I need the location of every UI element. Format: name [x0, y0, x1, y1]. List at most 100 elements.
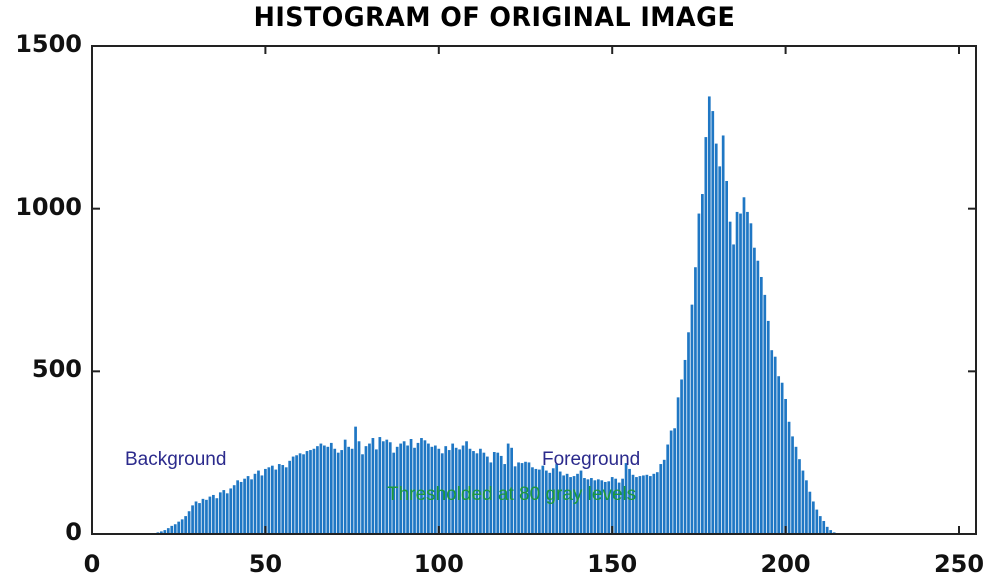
- histogram-bar: [649, 476, 652, 534]
- histogram-bar: [624, 463, 628, 534]
- histogram-bar: [222, 490, 226, 534]
- histogram-bar: [673, 428, 676, 534]
- histogram-bar: [361, 454, 364, 534]
- histogram-bar: [343, 439, 347, 534]
- histogram-bar: [510, 447, 513, 534]
- histogram-bar: [267, 467, 271, 534]
- histogram-bar: [805, 480, 808, 534]
- histogram-bar: [596, 479, 600, 534]
- histogram-bar: [288, 460, 292, 534]
- histogram-bar: [628, 468, 631, 534]
- histogram-bar: [756, 260, 760, 534]
- histogram-bar: [316, 446, 319, 534]
- histogram-bar: [326, 446, 330, 534]
- histogram-bar: [447, 450, 451, 534]
- histogram-bar: [798, 459, 801, 534]
- histogram-bar: [697, 213, 701, 535]
- histogram-bar: [302, 454, 305, 534]
- histogram-bar: [427, 443, 430, 534]
- histogram-bar: [694, 267, 697, 534]
- histogram-bar: [461, 445, 465, 534]
- histogram-bar: [465, 441, 468, 534]
- histogram-bar: [586, 479, 590, 534]
- histogram-bar: [787, 421, 791, 534]
- histogram-bar: [329, 442, 333, 534]
- histogram-bar: [565, 473, 569, 534]
- histogram-bar: [728, 221, 732, 534]
- histogram-bar: [420, 438, 423, 534]
- histogram-bar: [284, 467, 288, 534]
- histogram-bar: [655, 472, 659, 534]
- histogram-bar: [163, 530, 167, 534]
- histogram-bar: [617, 482, 621, 534]
- histogram-bar: [701, 194, 704, 534]
- histogram-bar: [333, 448, 337, 534]
- histogram-bar: [829, 530, 833, 534]
- histogram-bar: [305, 451, 309, 534]
- histogram-bar: [794, 446, 798, 534]
- y-tick-label: 500: [31, 355, 82, 384]
- histogram-bar: [791, 436, 794, 534]
- histogram-bar: [274, 469, 278, 534]
- histogram-bar: [309, 450, 312, 534]
- axes-box: [91, 45, 977, 535]
- histogram-bar: [229, 488, 233, 534]
- histogram-bar: [558, 471, 562, 534]
- histogram-bar: [638, 476, 642, 534]
- histogram-bar: [676, 397, 680, 534]
- histogram-bar: [475, 453, 479, 534]
- histogram-bar: [721, 135, 725, 534]
- histogram-bar: [811, 501, 815, 534]
- histogram-bar: [173, 524, 177, 534]
- histogram-bar: [499, 455, 503, 534]
- histogram-bar: [770, 350, 774, 534]
- histogram-bar: [590, 478, 593, 534]
- histogram-bar: [354, 426, 357, 534]
- histogram-bar: [357, 441, 361, 534]
- histogram-bar: [416, 442, 420, 534]
- histogram-bar: [239, 481, 243, 534]
- histogram-bar: [683, 359, 687, 534]
- histogram-bar: [503, 464, 507, 534]
- histogram-bar: [444, 446, 448, 534]
- histogram-bar: [659, 464, 663, 534]
- histogram-bar: [687, 332, 690, 534]
- x-tick-label: 0: [83, 550, 101, 578]
- histogram-bar: [576, 473, 579, 534]
- histogram-bar: [402, 441, 406, 534]
- histogram-bar: [718, 166, 722, 534]
- x-tick-label: 150: [587, 550, 638, 578]
- histogram-bar: [784, 398, 787, 534]
- histogram-bar: [818, 516, 822, 534]
- histogram-bar: [492, 452, 496, 534]
- histogram-bar: [218, 492, 222, 534]
- histogram-bar: [392, 452, 396, 534]
- histogram-bar: [215, 498, 219, 534]
- histogram-bar: [489, 462, 493, 534]
- histogram-bar: [170, 525, 174, 534]
- histogram-bar: [364, 446, 368, 534]
- histogram-bar: [257, 470, 260, 534]
- histogram-bar: [409, 439, 413, 534]
- histogram-bar: [642, 475, 645, 534]
- histogram-bar: [440, 453, 444, 534]
- histogram-bar: [430, 446, 434, 534]
- histogram-bar: [801, 470, 805, 534]
- histogram-bar: [312, 448, 316, 534]
- histogram-bar: [406, 445, 409, 534]
- histogram-bar: [707, 96, 711, 535]
- histogram-bar: [763, 294, 767, 534]
- histogram-bar: [662, 459, 666, 534]
- y-tick-label: 1500: [15, 30, 82, 58]
- histogram-bar: [527, 462, 531, 534]
- histogram-bar: [323, 445, 326, 534]
- histogram-bar: [350, 448, 354, 534]
- histogram-bar: [603, 481, 607, 534]
- histogram-bar: [614, 478, 618, 534]
- histogram-bar: [472, 451, 475, 534]
- histogram-bar: [600, 480, 604, 534]
- histogram-bar: [825, 526, 829, 534]
- histogram-bar: [388, 442, 392, 534]
- histogram-bar: [610, 477, 614, 534]
